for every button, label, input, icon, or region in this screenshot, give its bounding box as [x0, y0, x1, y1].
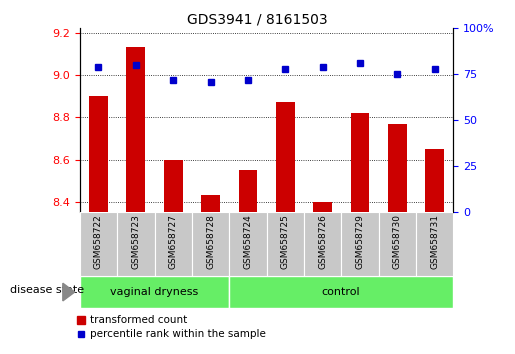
Bar [267, 212, 304, 276]
Text: GSM658729: GSM658729 [355, 214, 364, 269]
Bar [117, 212, 154, 276]
Bar [379, 212, 416, 276]
Bar [304, 212, 341, 276]
Text: disease state: disease state [10, 285, 84, 295]
Text: GSM658728: GSM658728 [206, 214, 215, 269]
Bar [164, 160, 182, 212]
Text: GSM658724: GSM658724 [244, 214, 252, 269]
Bar [313, 202, 332, 212]
Text: GSM658722: GSM658722 [94, 214, 103, 269]
Text: vaginal dryness: vaginal dryness [110, 287, 199, 297]
Bar [351, 113, 369, 212]
Bar [276, 102, 295, 212]
Bar [154, 212, 192, 276]
Bar [388, 124, 406, 212]
Text: GSM658726: GSM658726 [318, 214, 327, 269]
Text: GSM658727: GSM658727 [169, 214, 178, 269]
Bar [80, 212, 117, 276]
Bar [229, 212, 267, 276]
Bar [238, 170, 257, 212]
Text: GSM658731: GSM658731 [430, 214, 439, 269]
Text: control: control [322, 287, 360, 297]
Legend: transformed count, percentile rank within the sample: transformed count, percentile rank withi… [75, 313, 268, 342]
Bar [425, 149, 444, 212]
Text: GDS3941 / 8161503: GDS3941 / 8161503 [187, 12, 328, 27]
Bar [229, 276, 453, 308]
Bar [201, 195, 220, 212]
Text: GSM658723: GSM658723 [131, 214, 140, 269]
Bar [127, 47, 145, 212]
Bar [416, 212, 453, 276]
Text: GSM658730: GSM658730 [393, 214, 402, 269]
Bar [89, 96, 108, 212]
Text: GSM658725: GSM658725 [281, 214, 289, 269]
Bar [80, 276, 229, 308]
Bar [192, 212, 229, 276]
Bar [341, 212, 379, 276]
